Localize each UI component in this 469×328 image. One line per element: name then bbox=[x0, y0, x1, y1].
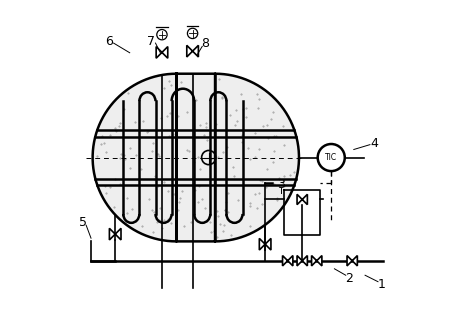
Polygon shape bbox=[347, 256, 357, 266]
Text: 7: 7 bbox=[147, 35, 155, 48]
Wedge shape bbox=[92, 74, 176, 241]
Wedge shape bbox=[215, 74, 299, 241]
Text: 2: 2 bbox=[345, 272, 353, 285]
Text: 3: 3 bbox=[277, 178, 285, 192]
Text: 1: 1 bbox=[377, 278, 385, 291]
Circle shape bbox=[318, 144, 345, 171]
Polygon shape bbox=[156, 47, 168, 58]
Polygon shape bbox=[259, 238, 271, 250]
Polygon shape bbox=[297, 256, 307, 266]
Text: TIC: TIC bbox=[325, 153, 337, 162]
Text: 8: 8 bbox=[202, 37, 210, 50]
Text: 6: 6 bbox=[105, 35, 113, 48]
Text: 4: 4 bbox=[371, 136, 378, 150]
Polygon shape bbox=[109, 228, 121, 240]
Polygon shape bbox=[297, 194, 307, 205]
Polygon shape bbox=[176, 74, 215, 241]
Polygon shape bbox=[187, 45, 198, 57]
Text: 5: 5 bbox=[79, 215, 87, 229]
Polygon shape bbox=[282, 256, 293, 266]
Polygon shape bbox=[311, 256, 322, 266]
